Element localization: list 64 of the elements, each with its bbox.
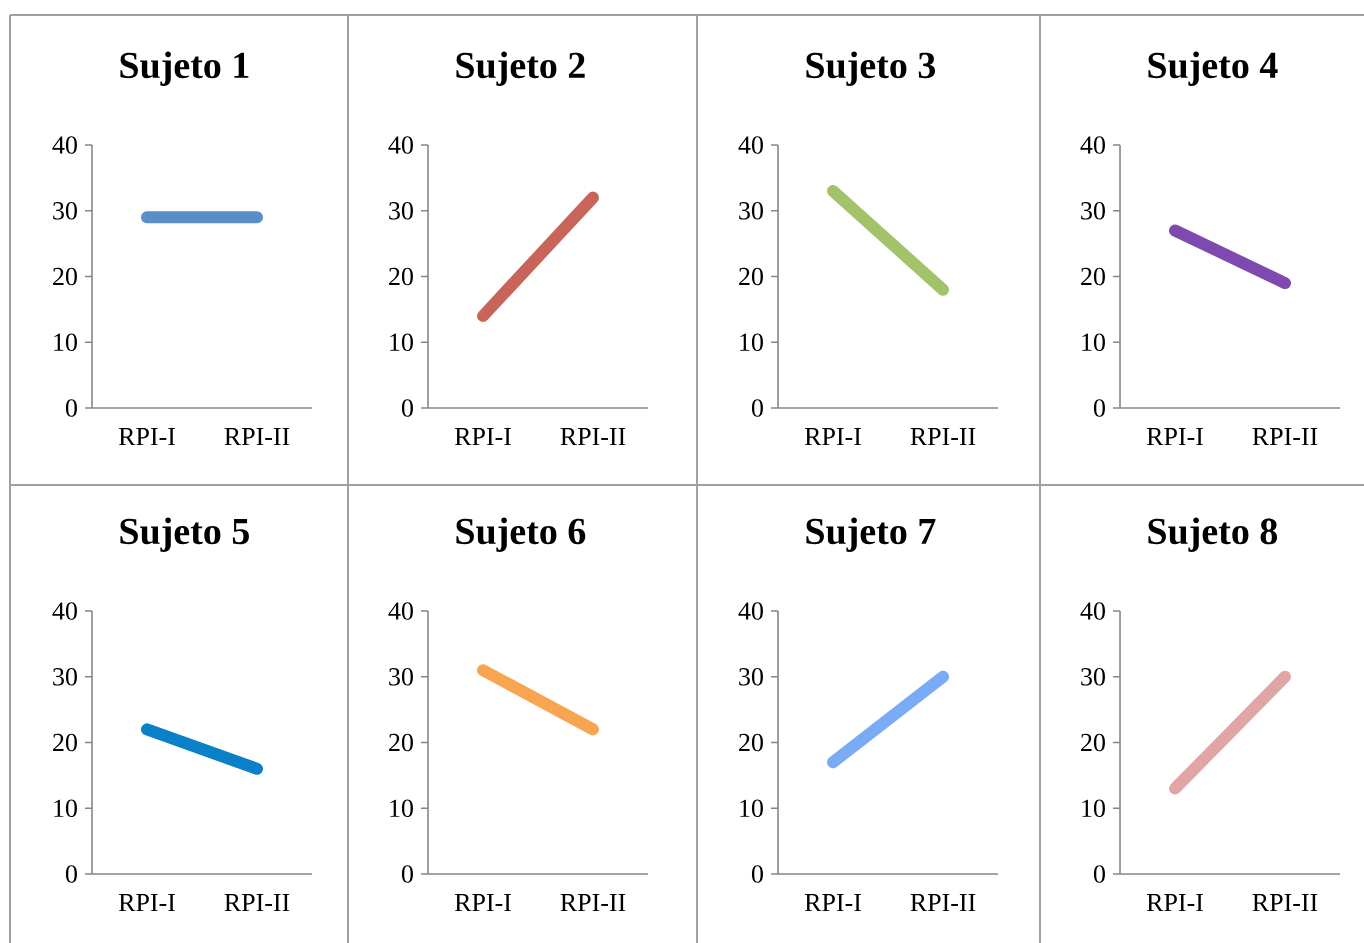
y-tick-label: 40 (388, 602, 413, 620)
x-tick-label: RPI-II (1252, 894, 1318, 912)
x-tick-label: RPI-II (910, 428, 976, 446)
y-tick-label: 30 (53, 202, 77, 220)
y-tick-label: 20 (53, 733, 77, 752)
y-tick-label: 40 (52, 602, 77, 620)
y-tick-label: 30 (1081, 202, 1105, 220)
x-tick-label: RPI-II (224, 894, 290, 912)
y-tick-label: 10 (1082, 333, 1105, 352)
x-tick-label: RPI-I (1146, 894, 1203, 912)
y-tick-label: 20 (1081, 733, 1105, 752)
y-tick-label: 20 (389, 733, 413, 752)
x-tick-label: RPI-I (118, 894, 175, 912)
x-tick-label: RPI-II (910, 894, 976, 912)
chart-title: Sujeto 5 (120, 517, 249, 552)
chart-title: Sujeto 8 (1148, 517, 1278, 552)
y-tick-label: 40 (52, 136, 77, 154)
y-tick-label: 10 (54, 799, 77, 818)
y-tick-label: 10 (740, 333, 763, 352)
y-tick-label: 10 (1082, 799, 1105, 818)
y-tick-label: 20 (739, 733, 763, 752)
y-tick-label: 40 (1080, 602, 1105, 620)
y-tick-label: 40 (738, 136, 763, 154)
chart-title: Sujeto 1 (120, 51, 249, 86)
y-tick-label: 30 (739, 668, 763, 686)
y-tick-label: 0 (401, 399, 413, 417)
x-tick-label: RPI-I (454, 894, 511, 912)
y-tick-label: 0 (65, 865, 77, 883)
x-tick-label: RPI-I (454, 428, 511, 446)
y-tick-label: 40 (738, 602, 763, 620)
y-tick-label: 10 (740, 799, 763, 818)
y-tick-label: 10 (390, 799, 413, 818)
y-tick-label: 30 (1081, 668, 1105, 686)
x-tick-label: RPI-I (804, 428, 861, 446)
y-tick-label: 30 (739, 202, 763, 220)
y-tick-label: 20 (1081, 267, 1105, 286)
x-tick-label: RPI-I (1146, 428, 1203, 446)
y-tick-label: 30 (389, 202, 413, 220)
y-tick-label: 40 (388, 136, 413, 154)
chart-title: Sujeto 3 (806, 51, 936, 86)
y-tick-label: 0 (1093, 865, 1105, 883)
y-tick-label: 0 (751, 865, 763, 883)
y-tick-label: 20 (53, 267, 77, 286)
chart-title: Sujeto 6 (456, 517, 586, 552)
chart-title: Sujeto 4 (1148, 51, 1278, 86)
y-tick-label: 10 (54, 333, 77, 352)
x-tick-label: RPI-II (560, 894, 626, 912)
chart-title: Sujeto 2 (456, 51, 585, 86)
y-tick-label: 30 (53, 668, 77, 686)
y-tick-label: 0 (65, 399, 77, 417)
x-tick-label: RPI-II (224, 428, 290, 446)
y-tick-label: 20 (389, 267, 413, 286)
x-tick-label: RPI-II (560, 428, 626, 446)
y-tick-label: 20 (739, 267, 763, 286)
y-tick-label: 0 (751, 399, 763, 417)
x-tick-label: RPI-I (118, 428, 175, 446)
y-tick-label: 0 (401, 865, 413, 883)
chart-title: Sujeto 7 (806, 517, 936, 552)
y-tick-label: 30 (389, 668, 413, 686)
y-tick-label: 10 (390, 333, 413, 352)
x-tick-label: RPI-I (804, 894, 861, 912)
x-tick-label: RPI-II (1252, 428, 1318, 446)
y-tick-label: 0 (1093, 399, 1105, 417)
y-tick-label: 40 (1080, 136, 1105, 154)
